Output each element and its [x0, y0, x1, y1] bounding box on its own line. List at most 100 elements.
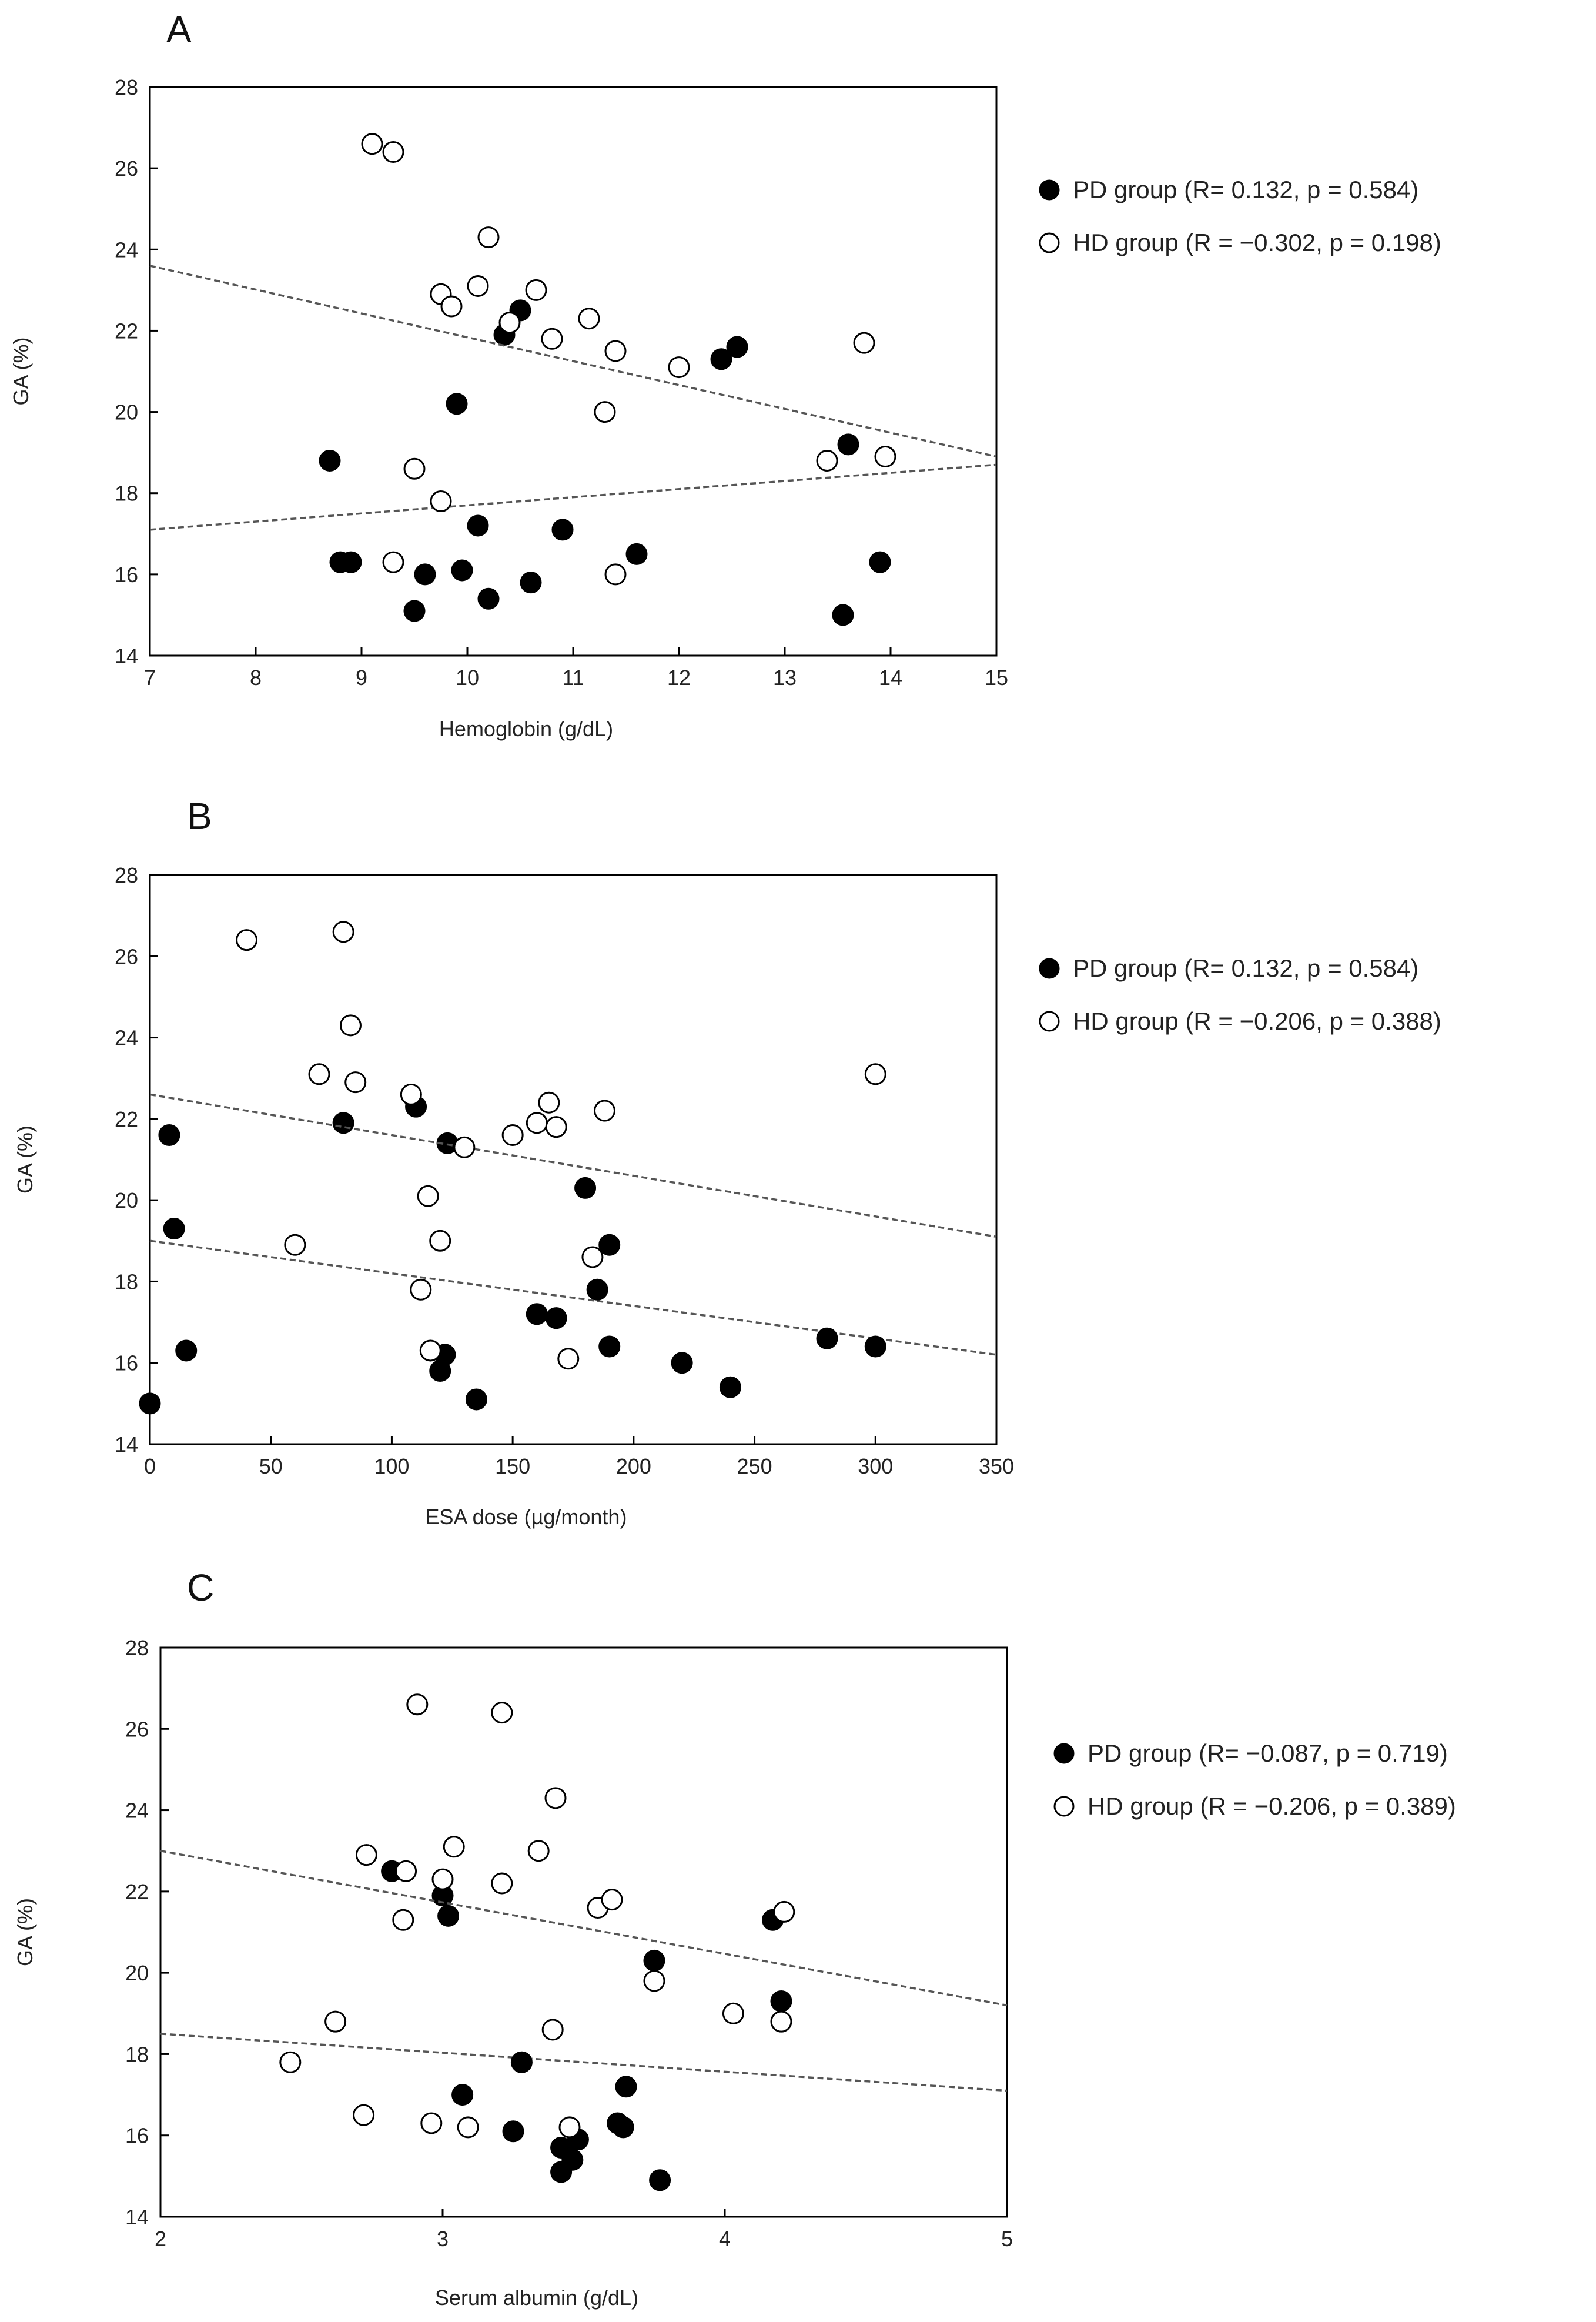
hd-data-point	[538, 1091, 560, 1114]
pd-data-point	[649, 2169, 671, 2191]
hd-data-point	[382, 551, 404, 573]
pd-data-point	[158, 1124, 180, 1147]
y-tick-label: 18	[115, 1269, 138, 1294]
pd-data-point	[526, 1303, 548, 1325]
x-tick-label: 10	[456, 666, 479, 690]
y-tick-label: 16	[125, 2124, 149, 2148]
hd-legend-marker	[1039, 1011, 1060, 1032]
pd-data-point	[598, 1335, 621, 1358]
pd-data-point	[612, 2116, 634, 2139]
x-tick-label: 8	[250, 666, 262, 690]
pd-data-point	[832, 604, 854, 626]
x-tick-label: 2	[155, 2227, 166, 2251]
y-axis-title: GA (%)	[13, 1125, 37, 1194]
hd-data-point	[594, 401, 616, 423]
pd-data-point	[175, 1339, 198, 1362]
hd-data-point	[430, 490, 452, 513]
x-tick-label: 15	[985, 666, 1008, 690]
hd-data-point	[558, 2116, 581, 2139]
panel-letter: B	[187, 795, 212, 837]
y-tick-label: 18	[125, 2042, 149, 2066]
hd-trend-line	[160, 1849, 1008, 2007]
pd-legend-label: PD group (R= −0.087, p = 0.719)	[1088, 1739, 1448, 1767]
y-tick-label: 24	[115, 238, 138, 262]
hd-data-point	[395, 1860, 417, 1882]
y-tick-label: 28	[115, 75, 138, 99]
x-axis-title: ESA dose (µg/month)	[426, 1505, 627, 1529]
y-tick-label: 26	[125, 1717, 149, 1741]
pd-data-point	[319, 449, 341, 472]
hd-legend-label: HD group (R = −0.206, p = 0.389)	[1088, 1792, 1456, 1820]
hd-trend-line	[149, 1093, 997, 1238]
hd-data-point	[578, 308, 600, 330]
x-tick-label: 5	[1001, 2227, 1013, 2251]
hd-data-point	[668, 356, 690, 379]
hd-data-point	[420, 2112, 443, 2134]
panel-letter: A	[166, 8, 192, 51]
hd-data-point	[403, 457, 426, 480]
y-tick-label: 14	[125, 2205, 149, 2229]
y-tick-label: 26	[115, 944, 138, 968]
y-axis-title: GA (%)	[13, 1898, 37, 1966]
pd-legend-label: PD group (R= 0.132, p = 0.584)	[1073, 176, 1418, 203]
hd-data-point	[355, 1844, 377, 1866]
hd-data-point	[467, 275, 489, 297]
hd-data-point	[816, 449, 838, 472]
y-tick-label: 28	[125, 1636, 149, 1660]
pd-data-point	[332, 1112, 354, 1134]
pd-data-point	[467, 514, 489, 537]
hd-data-point	[541, 328, 563, 350]
pd-trend-line	[149, 463, 997, 531]
pd-legend-label: PD group (R= 0.132, p = 0.584)	[1073, 954, 1418, 982]
x-tick-label: 14	[879, 666, 902, 690]
hd-data-point	[491, 1872, 513, 1895]
x-tick-label: 100	[374, 1454, 409, 1478]
hd-data-point	[453, 1136, 476, 1158]
pd-data-point	[719, 1376, 741, 1398]
y-tick-label: 28	[115, 863, 138, 887]
hd-data-point	[525, 279, 547, 301]
pd-data-point	[414, 563, 436, 586]
x-axis-title: Serum albumin (g/dL)	[435, 2286, 638, 2310]
x-tick-label: 200	[616, 1454, 651, 1478]
y-tick-label: 24	[125, 1799, 149, 1823]
hd-data-point	[324, 2010, 347, 2033]
hd-data-point	[353, 2104, 375, 2126]
hd-legend-label: HD group (R = −0.302, p = 0.198)	[1073, 229, 1441, 256]
hd-data-point	[501, 1124, 524, 1147]
y-tick-label: 24	[115, 1026, 138, 1050]
pd-data-point	[625, 543, 648, 565]
hd-data-point	[874, 446, 896, 468]
pd-data-point	[446, 393, 468, 415]
hd-data-point	[410, 1278, 432, 1301]
hd-data-point	[544, 1787, 567, 1809]
hd-data-point	[279, 2051, 302, 2073]
hd-data-point	[339, 1014, 362, 1037]
panel-b: B 0 50 100 150 200 250 300 350 14 16 18 20 22 24 26 28 ES…	[13, 795, 1441, 1529]
panel-a: A 7 8 9 10 11 12 13 14 15 14 16 18 20 22 24 26 28 Hemoglob…	[9, 8, 1441, 741]
pd-data-point	[864, 1335, 886, 1358]
hd-data-point	[722, 2002, 744, 2024]
pd-data-point	[551, 519, 574, 541]
y-tick-label: 26	[115, 156, 138, 181]
pd-legend-marker	[1039, 958, 1060, 979]
plot-area	[149, 86, 998, 657]
pd-legend-marker	[1039, 179, 1060, 201]
y-tick-label: 22	[115, 1107, 138, 1131]
pd-data-point	[615, 2076, 637, 2098]
pd-trend-line	[149, 1239, 997, 1356]
pd-data-point	[545, 1307, 567, 1329]
x-tick-label: 7	[144, 666, 156, 690]
x-tick-label: 50	[259, 1454, 283, 1478]
pd-data-point	[502, 2120, 524, 2143]
hd-data-point	[604, 340, 627, 362]
pd-data-point	[477, 587, 500, 610]
y-tick-label: 20	[125, 1961, 149, 1985]
y-tick-label: 16	[115, 1351, 138, 1375]
x-tick-label: 250	[737, 1454, 772, 1478]
pd-data-point	[451, 2084, 474, 2106]
x-tick-label: 350	[979, 1454, 1014, 1478]
x-tick-label: 0	[144, 1454, 156, 1478]
pd-data-point	[139, 1392, 161, 1415]
